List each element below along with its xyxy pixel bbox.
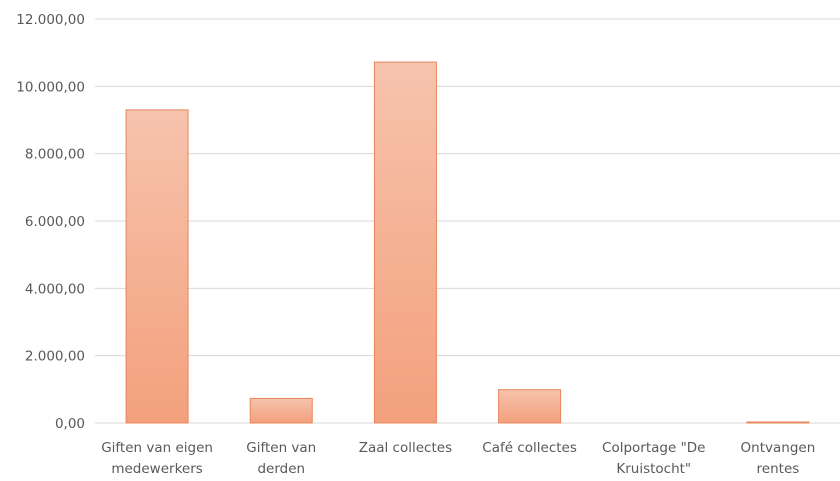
y-tick-label: 0,00 [55,416,85,432]
gridlines [95,18,840,424]
y-tick-label: 2.000,00 [25,349,85,365]
x-category-label: Zaal collectes [359,440,452,456]
bars [125,61,810,424]
x-category-label: Colportage "De Kruistocht" [602,440,705,477]
x-axis-category-labels: Giften van eigen medewerkers Giften van der… [101,440,815,477]
y-tick-label: 10.000,00 [16,79,85,95]
x-category-label: Café collectes [482,440,577,456]
bar [498,389,562,424]
y-tick-label: 6.000,00 [25,214,85,230]
x-category-label: Ontvangen rentes [741,440,816,477]
bar [249,397,313,424]
x-category-label: Giften van derden [246,440,316,477]
y-tick-label: 4.000,00 [25,281,85,297]
y-tick-label: 8.000,00 [25,147,85,163]
x-category-label: Giften van eigen medewerkers [101,440,213,477]
bar [125,109,189,424]
bar [746,421,810,424]
y-tick-label: 12.000,00 [16,12,85,28]
y-axis-tick-labels: 0,00 2.000,00 4.000,00 6.000,00 8.000,00 10.0… [16,12,85,432]
bar [373,61,437,424]
